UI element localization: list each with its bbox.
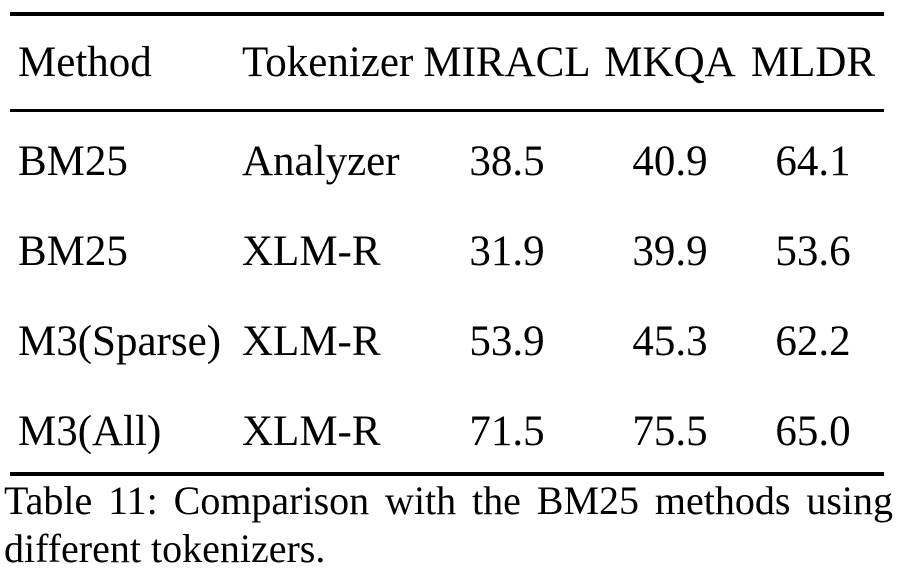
caption-line-1: Table 11: Comparison with the BM25 metho… xyxy=(4,478,893,523)
cell-tokenizer: XLM-R xyxy=(242,227,381,275)
header-mldr: MLDR xyxy=(742,14,884,112)
cell-mldr: 53.6 xyxy=(775,227,851,275)
cell-mkqa: 39.9 xyxy=(632,227,708,275)
cell-mldr: 62.2 xyxy=(775,317,851,365)
table-row: M3(All) XLM-R 71.5 75.5 65.0 xyxy=(10,382,884,474)
cell-mldr: 65.0 xyxy=(775,407,851,455)
cell-method: BM25 xyxy=(18,227,128,275)
cell-method: M3(Sparse) xyxy=(18,317,222,365)
cell-miracl: 53.9 xyxy=(469,317,545,365)
header-mkqa: MKQA xyxy=(598,14,742,112)
header-method: Method xyxy=(10,14,236,112)
cell-tokenizer: XLM-R xyxy=(242,317,381,365)
cell-tokenizer: XLM-R xyxy=(242,407,381,455)
table-row: M3(Sparse) XLM-R 53.9 45.3 62.2 xyxy=(10,292,884,382)
cell-mldr: 64.1 xyxy=(775,137,851,185)
results-table-container: Method Tokenizer MIRACL MKQA MLDR BM25 A… xyxy=(10,12,884,476)
cell-mkqa: 40.9 xyxy=(632,137,708,185)
cell-mkqa: 45.3 xyxy=(632,317,708,365)
header-miracl: MIRACL xyxy=(416,14,598,112)
results-table: Method Tokenizer MIRACL MKQA MLDR BM25 A… xyxy=(10,12,884,476)
table-caption: Table 11: Comparison with the BM25 metho… xyxy=(4,477,893,573)
caption-line-2: different tokenizers. xyxy=(4,526,326,571)
header-row: Method Tokenizer MIRACL MKQA MLDR xyxy=(10,14,884,112)
cell-miracl: 38.5 xyxy=(469,137,545,185)
cell-miracl: 71.5 xyxy=(469,407,545,455)
cell-miracl: 31.9 xyxy=(469,227,545,275)
cell-mkqa: 75.5 xyxy=(632,407,708,455)
header-tokenizer: Tokenizer xyxy=(236,14,416,112)
cell-method: BM25 xyxy=(18,137,128,185)
cell-method: M3(All) xyxy=(18,407,162,455)
table-row: BM25 XLM-R 31.9 39.9 53.6 xyxy=(10,202,884,292)
table-row: BM25 Analyzer 38.5 40.9 64.1 xyxy=(10,111,884,203)
cell-tokenizer: Analyzer xyxy=(242,137,400,185)
